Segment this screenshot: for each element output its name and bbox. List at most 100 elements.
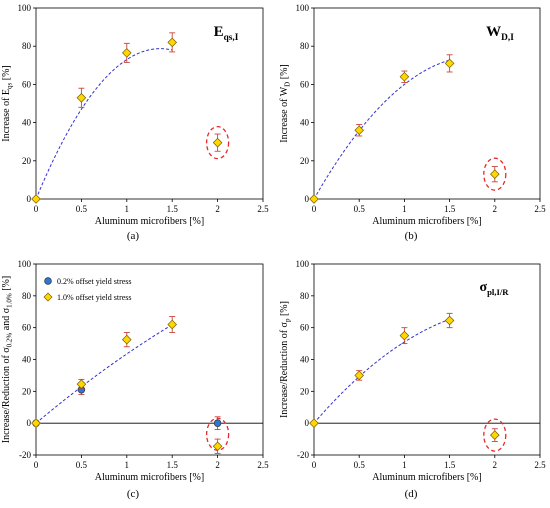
y-tick-label: 100 bbox=[18, 259, 32, 269]
data-point-diamond bbox=[309, 194, 319, 204]
y-tick-label: 40 bbox=[300, 355, 310, 365]
y-tick-label: 20 bbox=[22, 156, 32, 166]
data-point-diamond bbox=[212, 137, 223, 148]
x-tick-label: 2 bbox=[493, 204, 498, 214]
x-axis-label: Aluminum microfibers [%] bbox=[372, 216, 481, 227]
panel-tag: Eqs,I bbox=[214, 24, 239, 43]
data-point-diamond bbox=[490, 169, 500, 179]
data-point-diamond bbox=[76, 92, 87, 103]
x-tick-label: 1.5 bbox=[444, 460, 456, 470]
data-point-circle bbox=[213, 419, 222, 427]
y-tick-label: 40 bbox=[22, 118, 32, 128]
data-point-diamond bbox=[76, 379, 87, 389]
legend: 0.2% offset yield stress 1.0% offset yiel… bbox=[43, 277, 132, 302]
trend-curve bbox=[313, 318, 450, 424]
y-tick-label: 60 bbox=[300, 79, 310, 89]
legend-marker-circle bbox=[44, 277, 52, 285]
x-tick-label: 2.5 bbox=[534, 460, 546, 470]
data-point-diamond bbox=[444, 58, 455, 69]
panel-caption: (b) bbox=[405, 230, 418, 242]
x-tick-label: 2 bbox=[493, 460, 498, 470]
outlier-ellipse bbox=[483, 157, 507, 191]
y-axis-label: Increase of WD [%] bbox=[279, 64, 292, 142]
x-tick-label: 0 bbox=[312, 460, 317, 470]
chart-panel-b: 0 0.5 1 1.5 2 2.5 0 20 40 60 80 100 Aluminum microfi… bbox=[279, 3, 546, 242]
data-point-diamond bbox=[490, 430, 500, 440]
data-point-diamond bbox=[399, 71, 410, 82]
x-tick-label: 0.5 bbox=[354, 460, 366, 470]
panel-tag: WD,I bbox=[486, 24, 514, 43]
y-tick-label: 80 bbox=[22, 41, 32, 51]
x-tick-label: 2.5 bbox=[257, 204, 269, 214]
x-tick-label: 0.5 bbox=[354, 204, 366, 214]
data-point-diamond bbox=[212, 441, 223, 452]
data-point-diamond bbox=[167, 319, 177, 330]
x-tick-label: 1 bbox=[125, 460, 130, 470]
x-tick-label: 1.5 bbox=[167, 204, 179, 214]
x-tick-label: 2.5 bbox=[257, 460, 269, 470]
data-point-diamond bbox=[31, 194, 41, 204]
x-tick-label: 2 bbox=[215, 460, 220, 470]
y-tick-label: 60 bbox=[22, 79, 32, 89]
y-tick-label: 0 bbox=[27, 418, 32, 428]
y-axis-label: Increase of Eqs [%] bbox=[1, 65, 14, 141]
x-tick-label: 1 bbox=[402, 204, 407, 214]
x-axis-label: Aluminum microfibers [%] bbox=[95, 216, 204, 227]
panel-caption: (a) bbox=[127, 230, 140, 242]
y-tick-label: 80 bbox=[300, 291, 310, 301]
x-tick-label: 0 bbox=[34, 460, 39, 470]
data-point-diamond bbox=[167, 37, 177, 48]
outlier-ellipse bbox=[205, 126, 230, 160]
legend-label: 1.0% offset yield stress bbox=[57, 293, 132, 302]
plot-frame bbox=[313, 7, 541, 200]
y-tick-label: 20 bbox=[300, 156, 310, 166]
data-point-diamond bbox=[122, 334, 132, 345]
x-tick-label: 0 bbox=[34, 204, 39, 214]
data-point-diamond bbox=[122, 48, 132, 58]
y-tick-label: 80 bbox=[300, 41, 310, 51]
y-tick-label: 20 bbox=[300, 386, 310, 396]
x-tick-label: 0.5 bbox=[76, 204, 88, 214]
y-axis-label: Increase/Reduction of σ0.2% and σ1.0% [%… bbox=[1, 276, 14, 443]
y-tick-label: 0 bbox=[27, 194, 32, 204]
legend-label: 0.2% offset yield stress bbox=[57, 277, 132, 286]
panel-caption: (c) bbox=[127, 488, 140, 500]
data-point-diamond bbox=[444, 315, 455, 326]
x-axis-label: Aluminum microfibers [%] bbox=[95, 472, 204, 483]
y-tick-label: 20 bbox=[22, 386, 32, 396]
y-tick-label: 100 bbox=[18, 3, 32, 13]
panel-caption: (d) bbox=[405, 488, 418, 500]
x-tick-label: 1.5 bbox=[167, 460, 179, 470]
y-tick-label: 40 bbox=[22, 355, 32, 365]
y-tick-label: -20 bbox=[297, 450, 309, 460]
outlier-ellipse bbox=[483, 418, 507, 452]
plot-frame bbox=[35, 7, 264, 200]
x-tick-label: 2.5 bbox=[534, 204, 546, 214]
y-tick-label: 60 bbox=[22, 323, 32, 333]
y-tick-label: 80 bbox=[22, 291, 32, 301]
data-point-diamond bbox=[31, 418, 41, 428]
data-point-diamond bbox=[309, 418, 319, 428]
x-axis-label: Aluminum microfibers [%] bbox=[372, 472, 481, 483]
data-point-diamond bbox=[354, 125, 364, 136]
y-tick-label: 0 bbox=[305, 194, 310, 204]
x-tick-label: 1 bbox=[402, 460, 407, 470]
y-tick-label: 40 bbox=[300, 118, 310, 128]
panel-tag: σpl,I/R bbox=[479, 280, 509, 297]
x-tick-label: 0 bbox=[312, 204, 317, 214]
y-tick-label: 100 bbox=[296, 3, 310, 13]
data-point-diamond bbox=[354, 370, 364, 381]
x-tick-label: 0.5 bbox=[76, 460, 88, 470]
x-tick-label: 1 bbox=[125, 204, 130, 214]
y-tick-label: 0 bbox=[305, 418, 310, 428]
chart-panel-a: 0 0.5 1 1.5 2 2.5 0 20 40 60 80 100 Aluminum microfi… bbox=[1, 3, 269, 242]
y-tick-label: 100 bbox=[296, 259, 310, 269]
y-axis-label: Increase/Reduction of σp [%] bbox=[279, 301, 292, 418]
trend-curve bbox=[35, 324, 173, 424]
data-point-diamond bbox=[399, 330, 410, 341]
legend-marker-diamond bbox=[43, 292, 53, 302]
x-tick-label: 1.5 bbox=[444, 204, 456, 214]
